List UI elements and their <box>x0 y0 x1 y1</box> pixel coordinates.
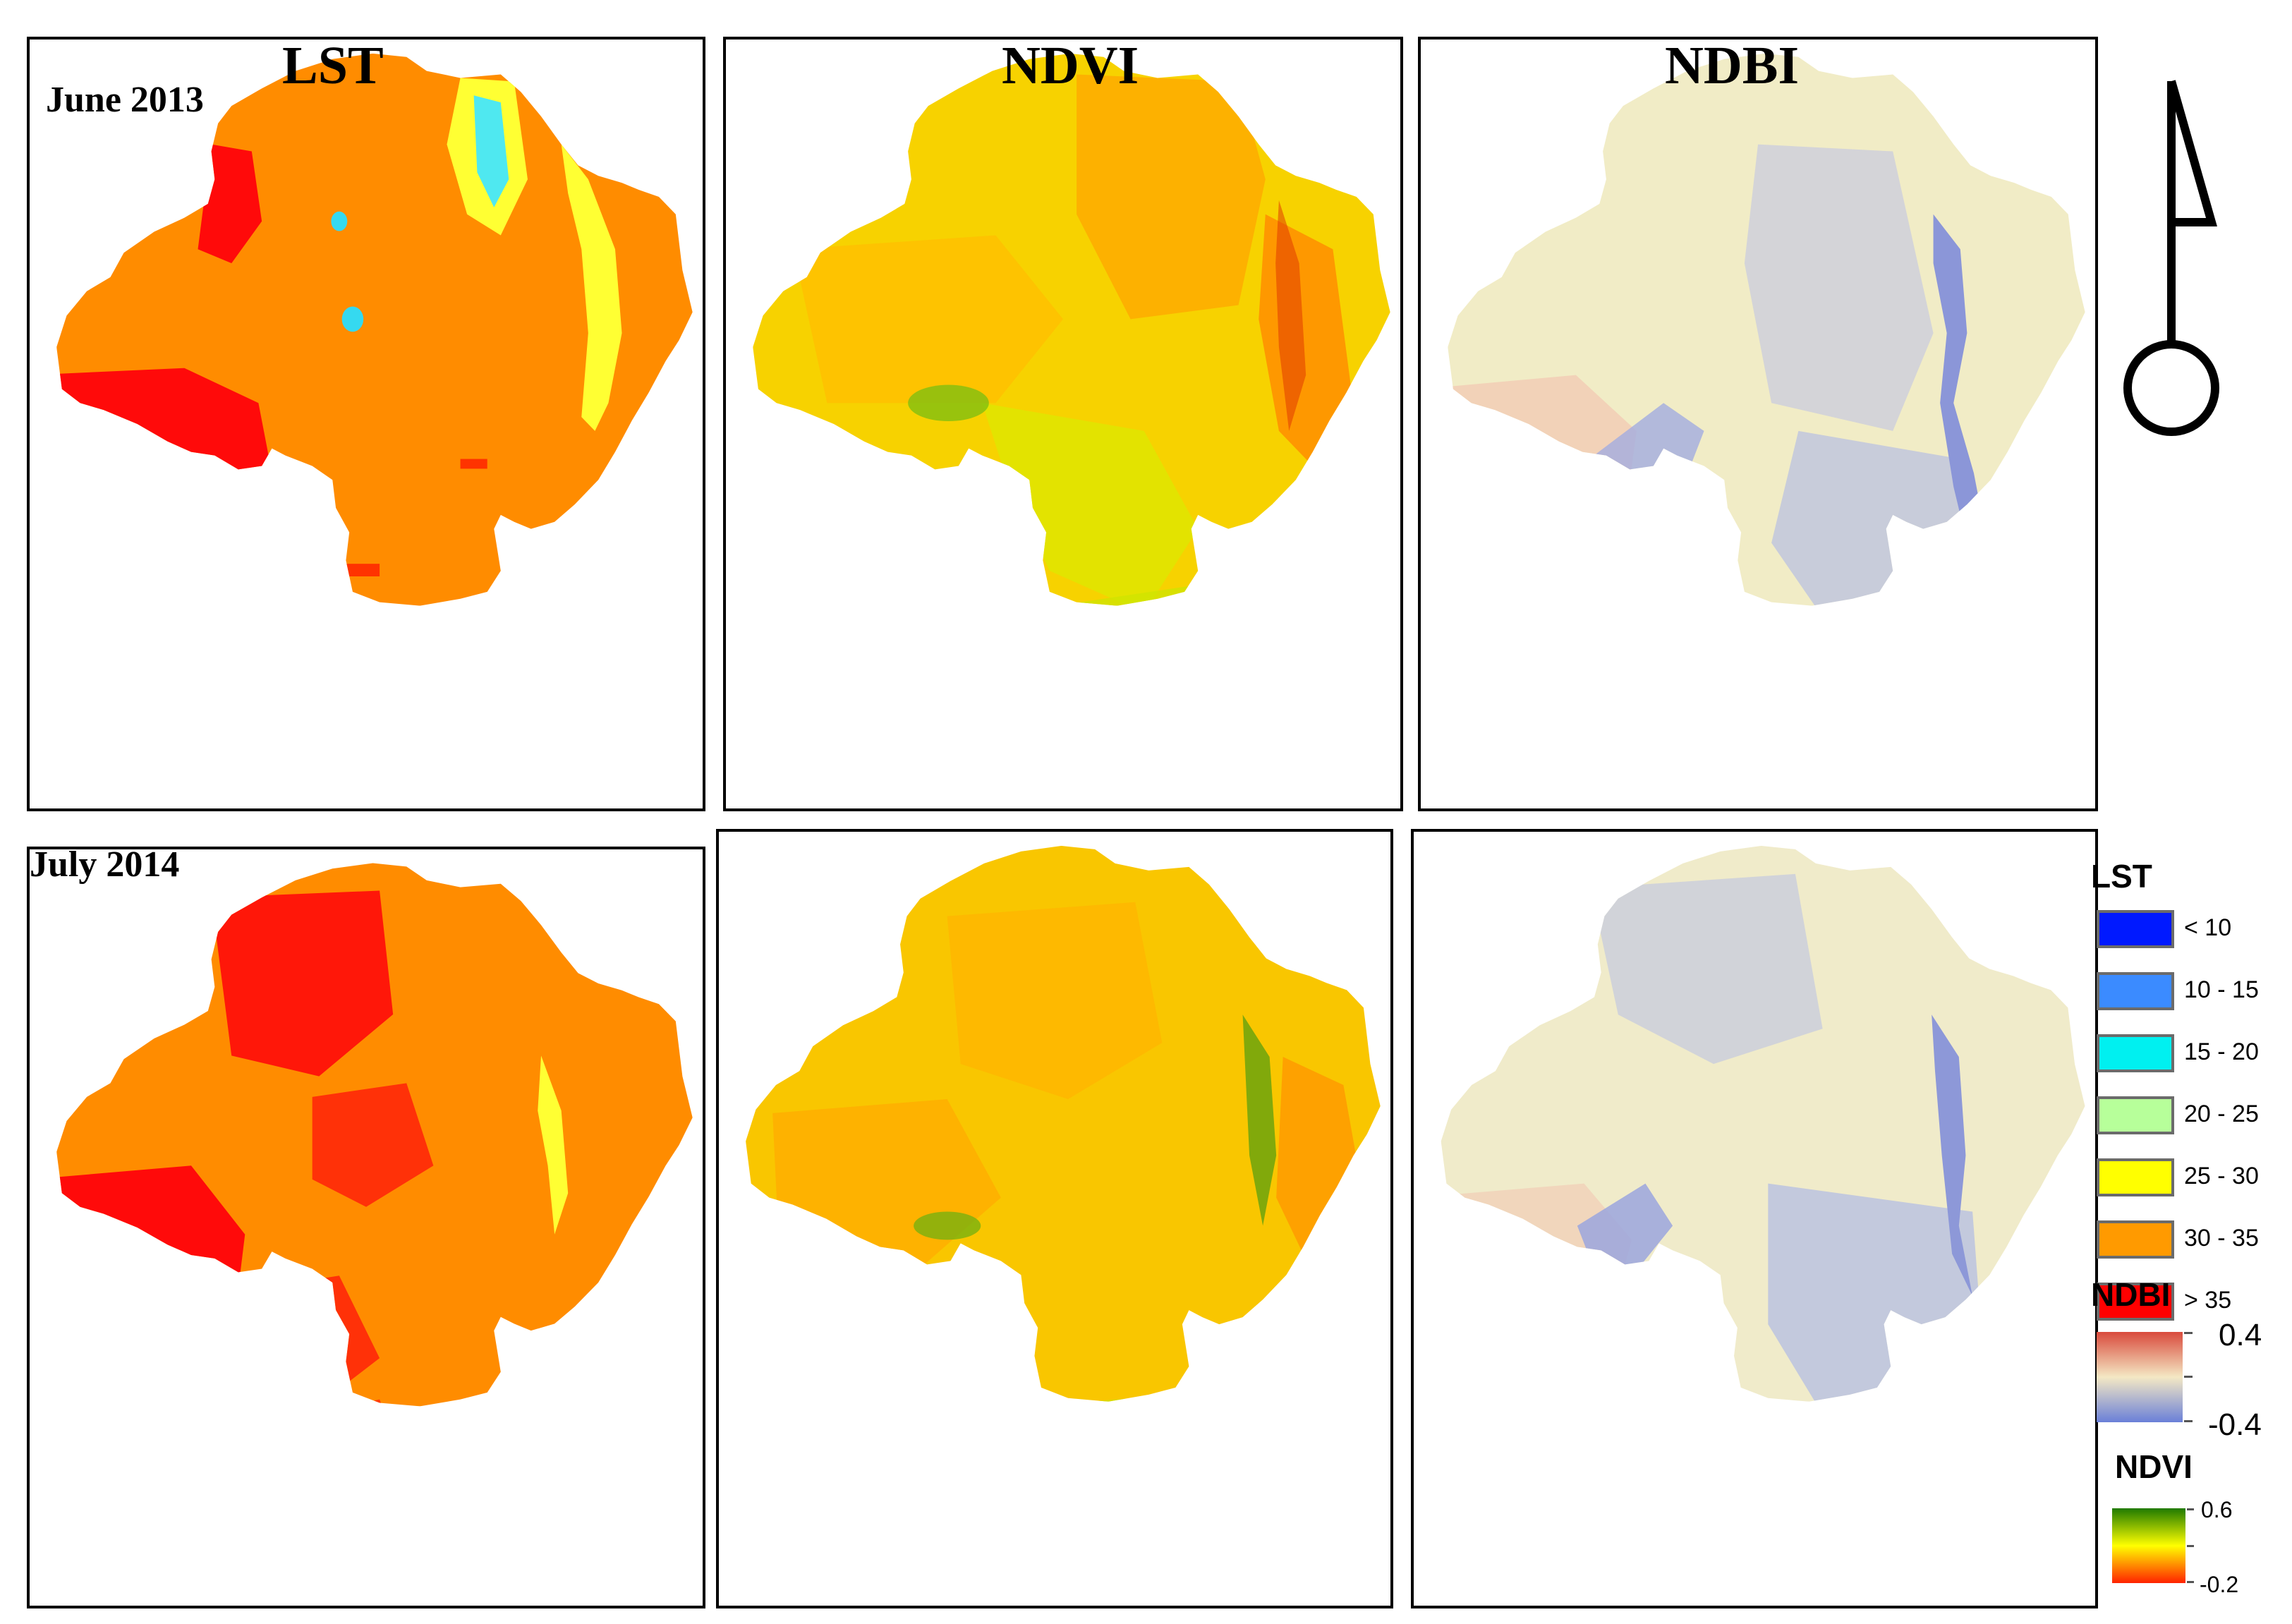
lst-legend-label: 30 - 35 <box>2184 1225 2259 1252</box>
ndvi-tick-mid <box>2187 1545 2194 1547</box>
lst-legend-swatch <box>2097 1220 2174 1259</box>
ndbi-color-ramp <box>2097 1332 2183 1422</box>
lst-map-panel-2013 <box>27 37 705 811</box>
ndbi-map-2013 <box>1448 53 2085 606</box>
ndvi-min-label: -0.2 <box>2200 1572 2239 1597</box>
ndvi-map-panel-2014 <box>716 829 1393 1608</box>
ndbi-tick-max <box>2184 1332 2193 1334</box>
lst-legend-label: 10 - 15 <box>2184 976 2259 1003</box>
ndbi-map-panel-2014 <box>1411 829 2098 1608</box>
lst-legend-swatch <box>2097 1034 2174 1072</box>
lst-legend-label: < 10 <box>2184 914 2232 941</box>
ndbi-legend-title: NDBI <box>2091 1276 2171 1313</box>
lst-map-2013 <box>56 53 693 606</box>
lst-legend-label: > 35 <box>2184 1287 2232 1314</box>
ndbi-column-title: NDBI <box>1665 36 1800 95</box>
ndbi-map-2014 <box>1441 845 2085 1402</box>
ndvi-tick-min <box>2187 1581 2194 1583</box>
lst-map-panel-2014 <box>27 847 705 1608</box>
north-arrow-icon <box>2123 80 2219 436</box>
lst-legend-swatch <box>2097 1096 2174 1134</box>
ndvi-map-2014 <box>746 845 1381 1402</box>
ndvi-map-panel-2013 <box>723 37 1403 811</box>
lst-legend-swatch <box>2097 910 2174 948</box>
ndbi-tick-min <box>2184 1420 2193 1422</box>
lst-column-title: LST <box>282 36 384 95</box>
ndbi-min-label: -0.4 <box>2208 1407 2262 1442</box>
date-label-2014: July 2014 <box>30 844 180 885</box>
lst-map-2014 <box>56 863 693 1407</box>
lst-legend-title: LST <box>2091 858 2152 895</box>
lst-legend-label: 15 - 20 <box>2184 1038 2259 1065</box>
ndvi-map-2013 <box>753 53 1390 606</box>
lst-legend-swatch <box>2097 972 2174 1010</box>
ndvi-legend-title: NDVI <box>2115 1448 2193 1485</box>
lst-legend-label: 20 - 25 <box>2184 1101 2259 1127</box>
lst-legend-swatch <box>2097 1158 2174 1196</box>
lst-legend-swatch <box>2097 1283 2174 1321</box>
lst-legend-label: 25 - 30 <box>2184 1163 2259 1189</box>
ndbi-max-label: 0.4 <box>2219 1318 2262 1352</box>
ndvi-color-ramp <box>2112 1508 2185 1583</box>
date-label-2013: June 2013 <box>46 80 204 120</box>
ndvi-tick-max <box>2187 1508 2194 1510</box>
ndvi-max-label: 0.6 <box>2201 1497 2233 1522</box>
ndvi-column-title: NDVI <box>1002 36 1139 95</box>
ndbi-tick-mid <box>2184 1376 2193 1378</box>
ndbi-map-panel-2013 <box>1418 37 2098 811</box>
